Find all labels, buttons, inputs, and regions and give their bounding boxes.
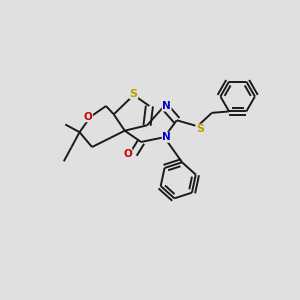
Text: N: N — [162, 101, 171, 111]
Text: N: N — [162, 132, 171, 142]
Text: O: O — [123, 149, 132, 159]
Text: S: S — [130, 88, 138, 98]
Text: O: O — [84, 112, 93, 122]
Text: S: S — [196, 124, 204, 134]
